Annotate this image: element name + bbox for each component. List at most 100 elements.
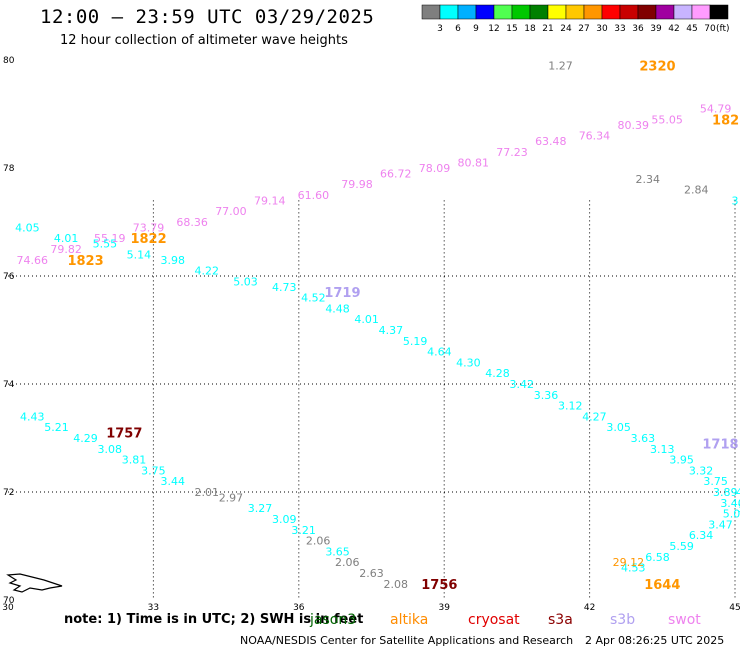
wave-height-label: 5.59	[669, 540, 694, 553]
axis-tick-labels: 30 33 36 39 42 45 70 72 74 76 78 80	[2, 56, 740, 613]
wave-height-label: 55.05	[651, 113, 683, 126]
wave-height-label: 4.28	[485, 367, 510, 380]
colorbar-swatch	[547, 4, 567, 20]
x-tick-label: 30	[2, 603, 14, 613]
satellite-legend-item: s3b	[610, 612, 636, 628]
colorbar-label: 9	[473, 24, 479, 34]
colorbar-label: 30	[596, 24, 608, 34]
x-tick-label: 39	[438, 603, 450, 613]
y-tick-label: 80	[3, 56, 15, 66]
wave-height-label: 6.58	[645, 551, 670, 564]
chart-grid	[8, 200, 736, 600]
y-tick-label: 78	[3, 164, 15, 174]
page-subtitle: 12 hour collection of altimeter wave hei…	[60, 33, 348, 48]
satellite-legend-item: jason3	[310, 612, 357, 628]
wave-height-label: 2.84	[684, 184, 709, 197]
pass-time-label: 1823	[67, 254, 103, 269]
wave-height-label: 3.98	[161, 254, 186, 267]
wave-height-label: 5.55	[93, 238, 118, 251]
colorbar-swatch	[475, 4, 495, 20]
colorbar-swatch	[709, 4, 729, 20]
y-tick-label: 70	[3, 596, 15, 606]
wave-height-label: 61.60	[298, 189, 330, 202]
credit-line: NOAA/NESDIS Center for Satellite Applica…	[240, 634, 574, 647]
colorbar-unit: (ft)	[716, 24, 730, 34]
wave-height-label: 4.27	[582, 410, 607, 423]
colorbar-label: 18	[524, 24, 536, 34]
wave-height-label: 3	[732, 194, 739, 207]
wave-height-label: 77.00	[215, 205, 247, 218]
wave-height-label: 3.47	[708, 518, 733, 531]
wave-height-label: 76.34	[579, 130, 611, 143]
wave-height-label: 3.75	[703, 475, 728, 488]
wave-height-label: 2.01	[194, 486, 219, 499]
wave-height-label: 3.08	[98, 443, 123, 456]
wave-height-label: 55.19	[94, 232, 126, 245]
colorbar-label: 6	[455, 24, 461, 34]
x-tick-label: 45	[729, 603, 740, 613]
wave-height-label: 74.66	[16, 254, 48, 267]
colorbar-swatch	[529, 4, 549, 20]
colorbar-label: 70	[704, 24, 716, 34]
colorbar-label: 24	[560, 24, 572, 34]
colorbar-label: 45	[686, 24, 697, 34]
wave-height-label: 2.08	[383, 578, 408, 591]
colorbar-label: 33	[614, 24, 625, 34]
wave-height-label: 3.13	[650, 443, 675, 456]
wave-height-label: 5.21	[44, 421, 69, 434]
wave-height-label: 5.19	[403, 335, 428, 348]
wave-height-label: 2.06	[306, 535, 331, 548]
wave-height-label: 2.63	[359, 567, 384, 580]
wave-height-label: 4.29	[73, 432, 98, 445]
colorbar-swatch	[493, 4, 513, 20]
wave-height-label: 80.81	[458, 157, 490, 170]
wave-height-label: 2.34	[636, 173, 661, 186]
wave-height-label: 3.95	[737, 502, 740, 515]
wave-height-label: 4.48	[325, 302, 350, 315]
wave-height-label: 79.14	[254, 194, 286, 207]
wave-height-label: 73.79	[133, 221, 165, 234]
wave-height-label: 2.06	[335, 556, 360, 569]
y-tick-label: 76	[3, 272, 15, 282]
wave-height-label: 29.12	[613, 556, 645, 569]
wave-height-label: 1.27	[548, 59, 573, 72]
wave-height-label: 77.23	[496, 146, 528, 159]
pass-time-label: 1644	[644, 578, 680, 593]
colorbar-swatch	[565, 4, 585, 20]
wave-height-label: 79.98	[341, 178, 373, 191]
pass-time-label: 1757	[106, 427, 142, 442]
wave-height-label: 3.89	[713, 486, 738, 499]
wave-height-label: 4.7	[736, 486, 740, 499]
footer-note: note: 1) Time is in UTC; 2) SWH is in fe…	[64, 612, 364, 627]
colorbar-label: 27	[578, 24, 589, 34]
colorbar-swatch	[511, 4, 531, 20]
wave-height-label: 4.64	[427, 346, 452, 359]
wave-height-label: 3.65	[325, 545, 350, 558]
wave-height-label: 3.75	[141, 464, 166, 477]
wave-height-label: 3.27	[248, 502, 273, 515]
wave-height-label: 3.05	[606, 421, 631, 434]
wave-height-label: 4.22	[194, 265, 219, 278]
pass-time-label: 1756	[421, 578, 457, 593]
satellite-legend-item: swot	[668, 612, 701, 628]
wave-height-label: 4.01	[54, 232, 79, 245]
wave-height-label: 3.42	[509, 378, 534, 391]
y-tick-label: 74	[3, 380, 15, 390]
colorbar-label: 3	[437, 24, 443, 34]
colorbar-swatch	[601, 4, 621, 20]
page-title: 12:00 — 23:59 UTC 03/29/2025	[40, 6, 375, 28]
wave-height-label: 4.73	[272, 281, 297, 294]
wave-height-label: 63.48	[535, 135, 567, 148]
wave-height-label: 4.52	[301, 292, 326, 305]
satellite-legend-item: s3a	[548, 612, 573, 628]
wave-height-label: 3.40	[720, 497, 740, 510]
wave-height-label: 4.01	[354, 313, 379, 326]
pass-time-label: 1719	[324, 286, 360, 301]
colorbar-swatch	[457, 4, 477, 20]
x-tick-label: 33	[148, 603, 159, 613]
wave-height-label: 3.09	[272, 513, 297, 526]
y-tick-label: 72	[3, 488, 14, 498]
